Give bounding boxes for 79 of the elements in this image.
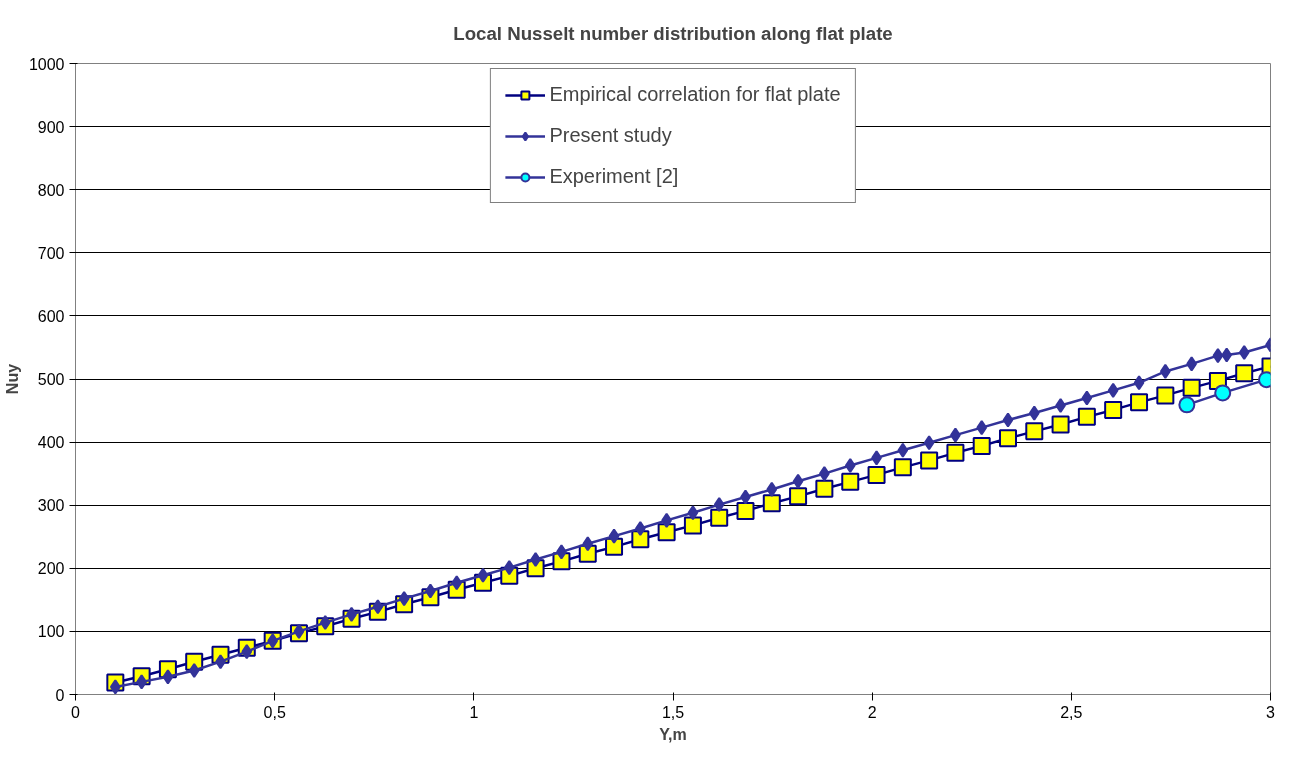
y-tick-label: 200 [37,560,65,578]
point [1221,347,1233,363]
point [976,420,988,436]
point [736,501,755,520]
chart-title: Local Nusselt number distribution along flat plate [453,22,893,44]
point [267,633,279,649]
point [923,435,935,451]
point [1104,400,1123,419]
point [477,567,489,583]
point [1212,348,1224,364]
point [372,599,384,615]
point [1238,345,1250,360]
point [687,505,699,521]
point [1156,386,1175,405]
legend-label: Present study [549,124,672,147]
point [293,623,305,639]
point [582,536,594,552]
point [713,497,725,513]
legend-label: Empirical correlation for flat plate [549,83,841,106]
point [503,560,515,576]
y-tick-label: 300 [37,497,65,515]
x-tick-label: 0 [71,703,81,721]
point [1107,382,1119,398]
point [451,575,463,591]
legend-label: Experiment [2] [549,165,679,188]
point [398,591,410,607]
point [1133,375,1145,391]
point [319,615,331,631]
y-tick-label: 500 [37,371,65,388]
x-axis-title: Y,m [659,725,687,743]
y-tick-label: 800 [37,181,65,199]
point [893,458,912,477]
point [1025,422,1044,441]
x-tick-label: 0,5 [263,703,286,721]
point [162,669,174,685]
y-tick-label: 900 [37,118,65,136]
point [841,472,860,491]
x-tick-label: 2,5 [1060,703,1083,721]
point [999,429,1017,448]
point [241,644,253,660]
point [789,487,808,506]
point [1214,384,1232,402]
point [608,528,620,544]
x-tick-label: 3 [1266,703,1276,721]
x-tick-label: 1 [469,703,479,721]
point [1182,378,1201,397]
point [1130,393,1149,412]
point [946,443,965,462]
point [792,473,804,489]
point [1178,396,1196,414]
y-tick-label: 1000 [28,55,65,73]
y-tick-label: 600 [37,307,65,325]
point [815,479,834,498]
y-tick-label: 700 [37,244,65,262]
point [1002,412,1014,428]
point [710,508,729,527]
point [605,537,624,556]
x-tick-label: 1,5 [661,703,685,721]
y-axis-title: Nuy [3,363,21,395]
point [188,663,200,679]
point [1051,415,1070,434]
y-tick-label: 100 [37,623,65,641]
point [766,481,778,497]
point [1028,405,1040,421]
point [920,451,939,470]
point [1077,407,1096,426]
point [762,494,781,513]
point [1235,364,1254,383]
point [897,442,909,458]
y-tick-label: 400 [37,434,65,452]
point [683,516,702,535]
y-tick-label: 0 [55,686,65,704]
point [1055,398,1066,413]
point [657,523,676,542]
point [972,436,991,455]
x-tick-label: 2 [867,703,877,721]
point [1081,390,1093,406]
point [844,457,856,473]
point [867,465,886,484]
